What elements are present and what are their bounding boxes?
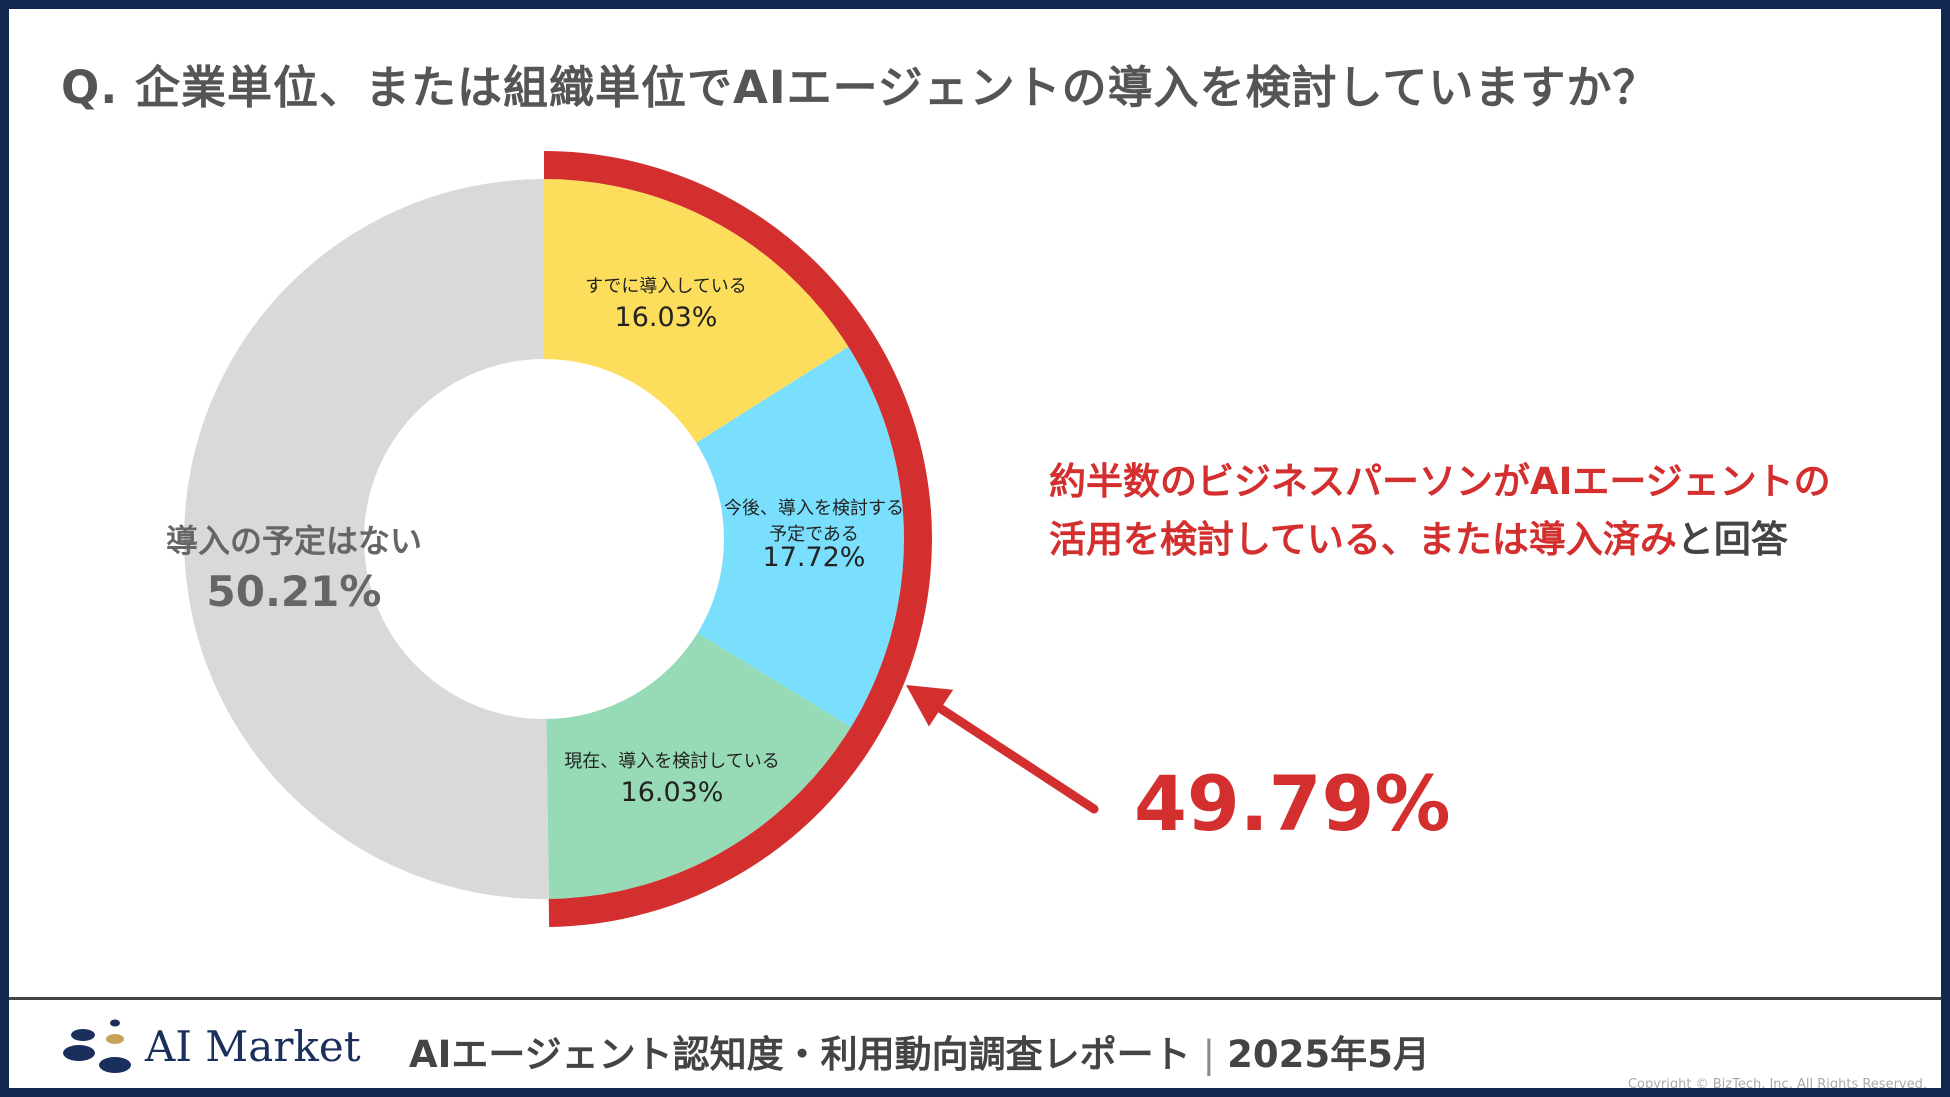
slice-label: 予定である bbox=[769, 524, 859, 545]
slice-currently-considering bbox=[546, 633, 851, 899]
highlight-percentage: 49.79% bbox=[1134, 759, 1451, 848]
report-title-separator: | bbox=[1202, 1033, 1216, 1076]
logo-dots-icon bbox=[63, 1019, 131, 1073]
report-title: AIエージェント認知度・利用動向調査レポート | 2025年5月 bbox=[409, 1024, 1430, 1078]
ai-market-logo: AI Market bbox=[59, 1015, 361, 1077]
slice-label: 導入の予定はない bbox=[166, 522, 422, 560]
slice-value-label: 16.03% bbox=[615, 302, 718, 333]
slice-value-label: 16.03% bbox=[621, 777, 724, 808]
logo-text: AI Market bbox=[145, 1021, 361, 1071]
callout-red-text: 約半数のビジネスパーソンがAIエージェントの活用を検討している、または導入済み bbox=[1049, 460, 1831, 561]
slice-no-plan bbox=[184, 179, 549, 899]
arrow-head-icon bbox=[906, 685, 954, 727]
arrow-shaft bbox=[921, 694, 1099, 814]
report-date: 2025年5月 bbox=[1227, 1033, 1430, 1076]
slice-label: すでに導入している bbox=[585, 276, 747, 297]
copyright: Copyright © BizTech, Inc. All Rights Res… bbox=[1627, 1077, 1927, 1092]
slice-label: 現在、導入を検討している bbox=[564, 751, 779, 772]
report-title-text: AIエージェント認知度・利用動向調査レポート bbox=[409, 1033, 1191, 1076]
slice-value-label: 17.72% bbox=[763, 542, 866, 573]
slice-value-label: 50.21% bbox=[207, 567, 382, 616]
slice-plan-to-consider bbox=[696, 346, 905, 728]
footer-divider bbox=[9, 997, 1941, 1000]
question-title: Q. 企業単位、または組織単位でAIエージェントの導入を検討していますか？ bbox=[61, 61, 1659, 114]
callout-plain-text: と回答 bbox=[1676, 518, 1788, 561]
callout-text: 約半数のビジネスパーソンがAIエージェントの活用を検討している、または導入済みと… bbox=[1049, 453, 1839, 569]
slice-label: 今後、導入を検討する bbox=[724, 498, 904, 519]
slice-already-introduced bbox=[544, 179, 849, 443]
